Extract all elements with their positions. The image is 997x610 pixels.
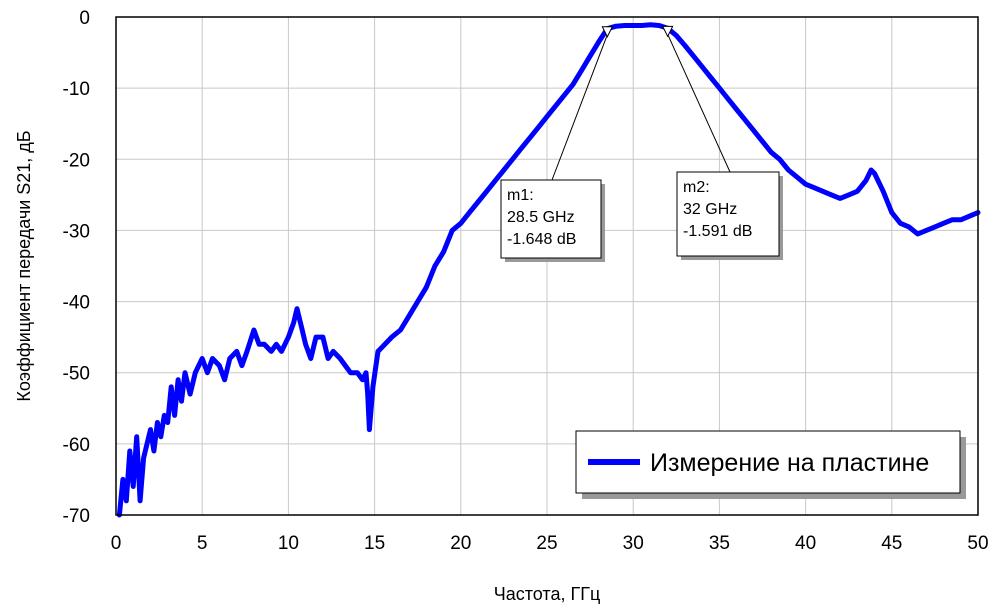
marker-name: m2:: [683, 179, 710, 196]
x-tick-label: 5: [197, 533, 208, 554]
marker-freq: 28.5 GHz: [507, 209, 575, 226]
plot-frame: [115, 16, 979, 516]
x-tick-label: 35: [709, 533, 730, 554]
y-tick-label: -60: [63, 435, 90, 456]
y-axis-title: Коэффициент передачи S21, дБ: [14, 130, 34, 401]
legend-label: Измерение на пластине: [650, 449, 929, 477]
x-axis-title: Частота, ГГц: [494, 584, 601, 604]
y-tick-label: -30: [63, 221, 90, 242]
marker-value: -1.648 dB: [507, 231, 576, 248]
marker-box: [676, 171, 780, 257]
y-tick-label: -40: [63, 293, 90, 314]
marker-leader-line: [551, 34, 608, 181]
legend: Измерение на пластине: [575, 430, 966, 499]
marker-leader-line: [667, 34, 731, 173]
x-tick-label: 0: [111, 533, 122, 554]
marker-freq: 32 GHz: [683, 201, 737, 218]
marker-box: [500, 179, 602, 259]
y-tick-label: -10: [63, 79, 90, 100]
y-tick-label: 0: [79, 8, 90, 29]
x-tick-label: 20: [450, 533, 471, 554]
marker-triangle-icon: [601, 26, 614, 38]
x-tick-label: 15: [364, 533, 385, 554]
x-tick-label: 50: [967, 533, 988, 554]
y-tick-label: -20: [63, 150, 90, 171]
x-tick-label: 40: [795, 533, 816, 554]
series-line: [116, 22, 981, 518]
tick-labels: 0 5 10 15 20 25 30 35 40 45 50 0 -10 -20 -30 -40 -50 -60 -…: [63, 8, 989, 554]
x-tick-label: 10: [278, 533, 299, 554]
marker-value: -1.591 dB: [683, 223, 752, 240]
y-tick-label: -70: [63, 506, 90, 527]
series-layer: [116, 22, 981, 518]
x-tick-label: 45: [881, 533, 902, 554]
marker-triangle-icon: [661, 25, 674, 38]
y-tick-label: -50: [63, 364, 90, 385]
markers-layer: m1: 28.5 GHz -1.648 dB m2: 32 GHz -1.591 dB: [500, 25, 783, 262]
marker-name: m1:: [507, 187, 534, 204]
x-tick-label: 30: [623, 533, 644, 554]
x-tick-label: 25: [536, 533, 557, 554]
